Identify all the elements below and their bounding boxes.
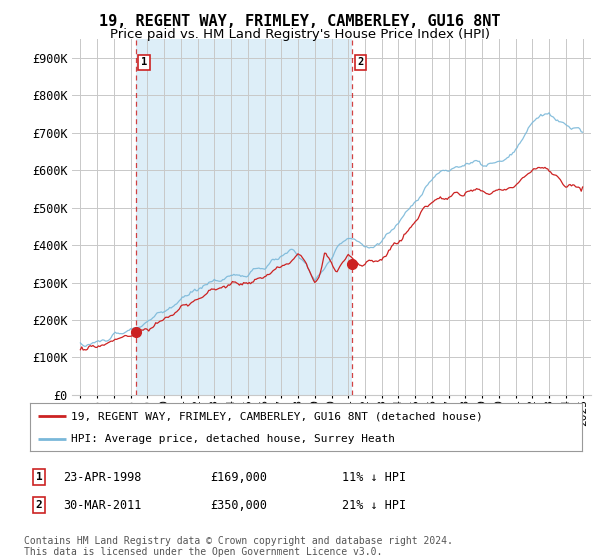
Text: 19, REGENT WAY, FRIMLEY, CAMBERLEY, GU16 8NT: 19, REGENT WAY, FRIMLEY, CAMBERLEY, GU16… xyxy=(99,14,501,29)
Text: 23-APR-1998: 23-APR-1998 xyxy=(63,470,142,484)
Bar xyxy=(136,39,352,395)
Text: 30-MAR-2011: 30-MAR-2011 xyxy=(63,498,142,512)
Text: HPI: Average price, detached house, Surrey Heath: HPI: Average price, detached house, Surr… xyxy=(71,434,395,444)
Text: 2: 2 xyxy=(357,57,364,67)
Text: 2: 2 xyxy=(35,500,43,510)
Text: Price paid vs. HM Land Registry's House Price Index (HPI): Price paid vs. HM Land Registry's House … xyxy=(110,28,490,41)
Text: 11% ↓ HPI: 11% ↓ HPI xyxy=(342,470,406,484)
Text: 21% ↓ HPI: 21% ↓ HPI xyxy=(342,498,406,512)
Text: Contains HM Land Registry data © Crown copyright and database right 2024.
This d: Contains HM Land Registry data © Crown c… xyxy=(24,535,453,557)
Text: 19, REGENT WAY, FRIMLEY, CAMBERLEY, GU16 8NT (detached house): 19, REGENT WAY, FRIMLEY, CAMBERLEY, GU16… xyxy=(71,411,483,421)
Text: £169,000: £169,000 xyxy=(210,470,267,484)
Text: 1: 1 xyxy=(141,57,147,67)
Text: 1: 1 xyxy=(35,472,43,482)
Text: £350,000: £350,000 xyxy=(210,498,267,512)
